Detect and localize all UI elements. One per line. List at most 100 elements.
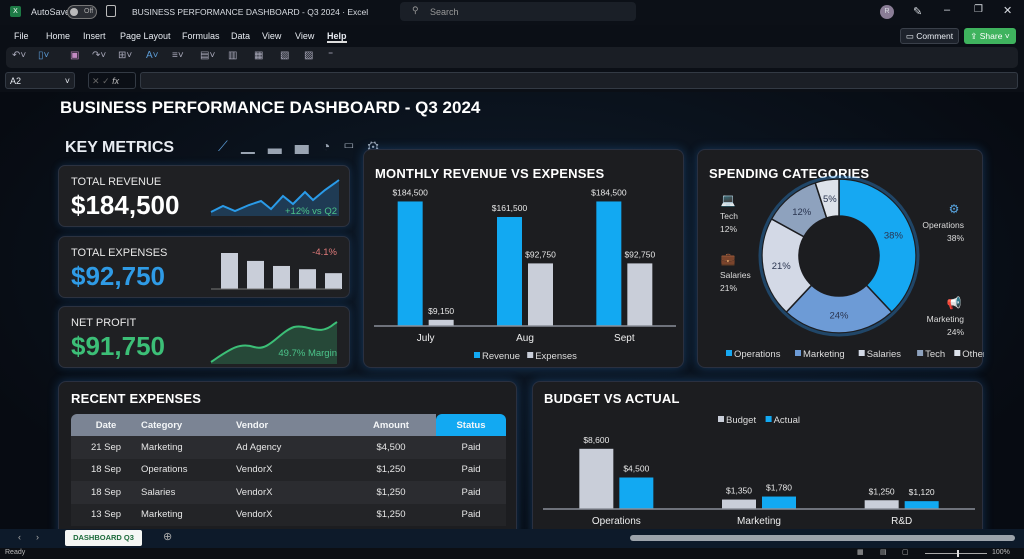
restore-button[interactable]: ❐	[974, 4, 983, 15]
font-color-icon[interactable]: A˅	[146, 50, 159, 61]
callout-value: 12%	[720, 224, 737, 234]
category-label: Marketing	[737, 516, 781, 527]
table-row[interactable]: 18 Sep Salaries VendorX $1,250 Paid	[71, 481, 506, 504]
enter-icon[interactable]: ✓	[102, 76, 110, 86]
fx-icon[interactable]: fx	[112, 76, 120, 86]
avatar[interactable]: R	[880, 5, 894, 19]
ribbon-menu: File Home Insert Page Layout Formulas Data Vie…	[0, 25, 1024, 47]
export-icon[interactable]: ▨	[304, 50, 314, 61]
menu-view[interactable]: View	[262, 31, 282, 41]
redo-icon[interactable]: ↷˅	[92, 50, 107, 61]
cell-vendor: VendorX	[236, 458, 346, 481]
category-label: R&D	[891, 516, 912, 527]
column-header-category[interactable]: Category	[141, 414, 236, 436]
menu-help[interactable]: Help	[327, 31, 347, 43]
paste-icon[interactable]: ▯˅	[38, 50, 50, 61]
mini-bar	[299, 269, 316, 289]
autosave-toggle[interactable]: Off	[67, 5, 97, 19]
close-button[interactable]: ✕	[1003, 5, 1013, 17]
note-icon[interactable]: ▧	[280, 50, 290, 61]
column-header-amount[interactable]: Amount	[346, 414, 436, 436]
sheet-tab-dashboard[interactable]: DASHBOARD Q3	[65, 530, 142, 546]
horizontal-scrollbar[interactable]	[630, 535, 1015, 541]
data-label: $1,350	[726, 486, 752, 496]
briefcase-icon[interactable]: ▭	[343, 138, 368, 154]
pen-icon[interactable]: ✎	[913, 6, 923, 18]
menu-page-layout[interactable]: Page Layout	[120, 31, 171, 41]
save-icon[interactable]	[106, 5, 116, 17]
cell-vendor: VendorX	[236, 503, 346, 526]
minimize-button[interactable]: –	[944, 4, 951, 16]
more-icon[interactable]: ⁼	[328, 50, 334, 61]
normal-view-button[interactable]: ▦	[857, 549, 864, 556]
menu-insert[interactable]: Insert	[83, 31, 106, 41]
pie-chart-icon[interactable]: ◔	[321, 138, 344, 154]
category-label: July	[417, 333, 435, 344]
search-box[interactable]: ⚲ Search	[400, 2, 636, 21]
comment-button[interactable]: ▭ Comment	[900, 28, 959, 44]
name-box[interactable]: A2 ˅	[5, 72, 75, 89]
table-row[interactable]: 13 Sep Marketing VendorX $1,250 Paid	[71, 503, 506, 526]
slice-label: 38%	[884, 230, 904, 241]
data-label: $92,750	[624, 249, 655, 259]
align-icon[interactable]: ≡˅	[172, 50, 184, 61]
page-break-button[interactable]: ▢	[902, 549, 909, 556]
menu-file[interactable]: File	[14, 31, 29, 41]
next-sheet-button[interactable]: ›	[36, 532, 39, 542]
legend-expenses: Expenses	[535, 351, 577, 362]
cancel-icon[interactable]: ✕	[92, 76, 100, 86]
formula-buttons: ✕ ✓ fx	[88, 72, 136, 89]
cell-vendor: VendorX	[236, 481, 346, 504]
menu-formulas[interactable]: Formulas	[182, 31, 220, 41]
metric-note: -4.1%	[312, 247, 337, 258]
metric-label: TOTAL EXPENSES	[71, 247, 168, 259]
save-icon[interactable]: ▣	[70, 50, 80, 61]
column-header-vendor[interactable]: Vendor	[236, 414, 346, 436]
gear-icon[interactable]: ⚙	[367, 138, 392, 154]
search-icon: ⚲	[412, 5, 419, 15]
legend-actual: Actual	[774, 415, 800, 426]
callout-value: 21%	[720, 283, 737, 293]
table-icon[interactable]: ▥	[228, 50, 238, 61]
sheet-tabs-bar: ‹ › DASHBOARD Q3 ⊕	[0, 529, 1024, 548]
bar-budget	[579, 448, 614, 509]
menu-view[interactable]: View	[295, 31, 315, 41]
column-header-date[interactable]: Date	[71, 414, 141, 436]
add-sheet-button[interactable]: ⊕	[163, 531, 173, 543]
table-row[interactable]: 21 Sep Marketing Ad Agency $4,500 Paid	[71, 436, 506, 459]
menu-home[interactable]: Home	[46, 31, 71, 41]
line-chart-icon[interactable]: ⟋	[218, 138, 241, 154]
data-label: $1,780	[766, 483, 792, 493]
legend-swatch	[858, 350, 865, 356]
borders-icon[interactable]: ⊞˅	[118, 50, 133, 61]
callout-name: Marketing	[927, 314, 965, 324]
image-icon[interactable]: ▦	[254, 50, 264, 61]
menu-data[interactable]: Data	[231, 31, 251, 41]
format-icon[interactable]: ▤˅	[200, 50, 216, 61]
prev-sheet-button[interactable]: ‹	[18, 532, 21, 542]
share-button[interactable]: ⇪ Share ˅	[964, 28, 1016, 44]
slice-label: 5%	[823, 194, 837, 205]
zoom-slider[interactable]	[925, 550, 987, 557]
bar-actual	[762, 496, 796, 509]
cell-status: Paid	[436, 481, 506, 504]
page-layout-button[interactable]: ▤	[880, 549, 887, 556]
slice-other	[814, 178, 840, 219]
bar-actual	[904, 501, 939, 509]
undo-icon[interactable]: ↶˅	[12, 50, 27, 61]
column-header-status[interactable]: Status	[436, 414, 506, 436]
formula-input[interactable]	[140, 72, 1018, 89]
metric-value: $184,500	[71, 190, 180, 220]
cell-category: Marketing	[141, 436, 236, 459]
metric-icons: ⟋▁▃▅◔▭⚙	[218, 138, 392, 155]
gear-icon: ⚙	[949, 202, 960, 216]
table-row[interactable]: 18 Sep Operations VendorX $1,250 Paid	[71, 458, 506, 481]
cell-category: Marketing	[141, 503, 236, 526]
legend-swatch	[726, 350, 732, 356]
legend-other: Other	[962, 349, 984, 360]
bar-chart-icon[interactable]: ▁▃▅	[240, 138, 322, 154]
metric-card-profit: NET PROFIT $91,750 49.7% Margin	[58, 306, 350, 368]
cell-category: Salaries	[141, 481, 236, 504]
legend-operations: Operations	[734, 349, 781, 360]
briefcase-icon: 💼	[721, 252, 736, 266]
